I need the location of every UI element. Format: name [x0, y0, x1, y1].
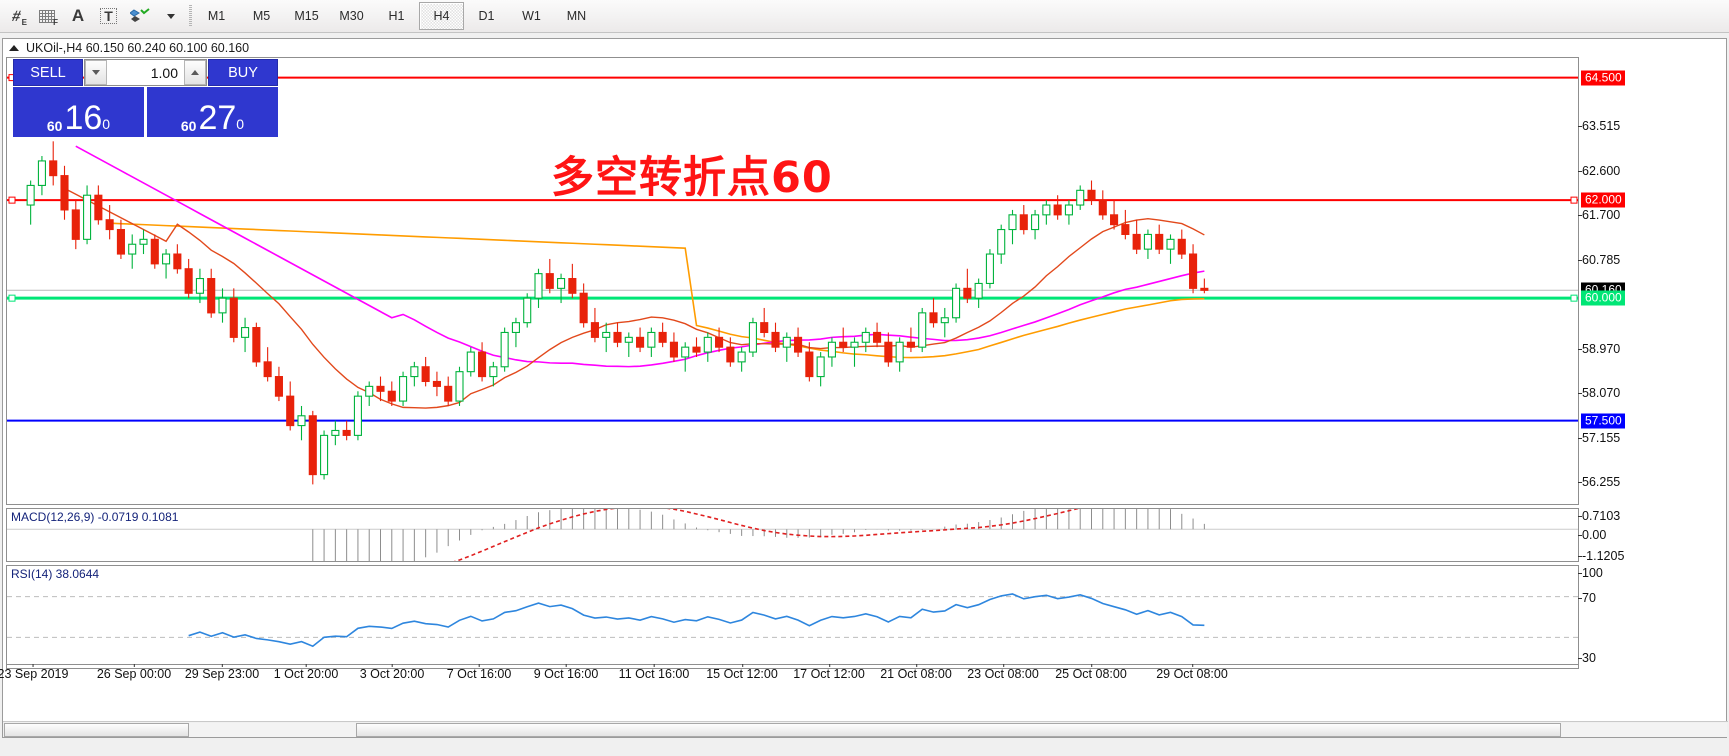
buy-button[interactable]: BUY	[208, 59, 278, 86]
timeframe-mn[interactable]: MN	[566, 9, 587, 23]
rsi-chart-svg	[7, 593, 1578, 648]
macd-tick-1: 0.00	[1577, 528, 1607, 542]
text-label-icon[interactable]: A	[71, 6, 84, 25]
time-tick-12: 25 Oct 08:00	[1055, 664, 1127, 681]
sell-button[interactable]: SELL	[13, 59, 83, 86]
price-tick-60-785: 60.785	[1577, 252, 1621, 267]
expert-advisors-icon[interactable]: # E	[10, 7, 27, 28]
objects-dropdown-icon[interactable]	[155, 2, 186, 30]
macd-tick-2: -1.1205	[1577, 549, 1625, 563]
main-toolbar: # E F A T M1 M5 M15 M30 H1 H4 D1 W1 MN	[0, 0, 1729, 33]
timeframe-h4[interactable]: H4	[419, 2, 464, 30]
timeframe-w1[interactable]: W1	[522, 9, 541, 23]
scrollbar-thumb-left[interactable]	[4, 722, 189, 737]
time-tick-9: 17 Oct 12:00	[793, 664, 865, 681]
price-level-label-57-500[interactable]: 57.500	[1581, 413, 1625, 429]
volume-increase-button[interactable]	[184, 60, 206, 85]
one-click-trading-panel[interactable]: SELL 1.00 BUY 60 16 0 60 27 0	[13, 59, 278, 137]
price-tick-62-600: 62.600	[1577, 163, 1621, 178]
price-tick-61-700: 61.700	[1577, 207, 1621, 222]
time-tick-3: 1 Oct 20:00	[273, 664, 339, 681]
time-tick-8: 15 Oct 12:00	[706, 664, 778, 681]
rsi-pane[interactable]: RSI(14) 38.0644	[6, 565, 1579, 669]
timeframe-m5[interactable]: M5	[252, 9, 271, 23]
time-tick-0: 23 Sep 2019	[0, 664, 68, 681]
chevron-down-icon	[92, 70, 100, 75]
chart-window: UKOil-,H4 60.150 60.240 60.100 60.160 MA…	[0, 38, 1728, 738]
time-tick-11: 23 Oct 08:00	[967, 664, 1039, 681]
buy-quote-main: 27	[198, 99, 237, 137]
buy-quote-fraction: 0	[236, 116, 245, 132]
time-tick-13: 29 Oct 08:00	[1156, 664, 1228, 681]
macd-label: MACD(12,26,9) -0.0719 0.1081	[11, 510, 179, 524]
toolbar-separator	[186, 4, 194, 28]
sell-quote-fraction: 0	[102, 116, 111, 132]
sell-quote[interactable]: 60 16 0	[13, 87, 144, 137]
price-level-label-62-000[interactable]: 62.000	[1581, 192, 1625, 208]
rsi-tick-2: 30	[1578, 651, 1596, 665]
macd-chart-svg	[7, 509, 1578, 561]
volume-decrease-button[interactable]	[85, 60, 107, 85]
symbol-ohlc-line: UKOil-,H4 60.150 60.240 60.100 60.160	[3, 39, 1726, 56]
price-tick-58-970: 58.970	[1577, 341, 1621, 356]
price-chart-svg	[7, 74, 1578, 485]
buy-quote[interactable]: 60 27 0	[147, 87, 278, 137]
scrollbar-track[interactable]	[4, 722, 1727, 737]
macd-pane[interactable]: MACD(12,26,9) -0.0719 0.1081	[6, 508, 1579, 562]
plot-area: MACD(12,26,9) -0.0719 0.1081 RSI(14) 38.…	[0, 57, 1726, 701]
price-tick-58-070: 58.070	[1577, 385, 1621, 400]
symbol-ohlc-text: UKOil-,H4 60.150 60.240 60.100 60.160	[26, 40, 250, 55]
timeframe-m1[interactable]: M1	[207, 9, 226, 23]
price-tick-56-255: 56.255	[1577, 474, 1621, 489]
scrollbar-thumb[interactable]	[356, 722, 1561, 737]
timeframe-m15[interactable]: M15	[294, 9, 319, 23]
indicators-grid-icon[interactable]: F	[31, 2, 62, 30]
rsi-tick-1: 70	[1578, 591, 1596, 605]
text-object-icon[interactable]: T	[93, 2, 124, 30]
time-tick-5: 7 Oct 16:00	[446, 664, 512, 681]
price-scale[interactable]: 64.50063.51562.60062.00061.70060.78560.1…	[1577, 57, 1726, 665]
timeframe-m30[interactable]: M30	[339, 9, 364, 23]
chevron-up-icon	[191, 70, 199, 75]
sell-quote-main: 16	[64, 99, 103, 137]
time-tick-1: 26 Sep 00:00	[96, 664, 172, 681]
horizontal-scrollbar[interactable]	[3, 721, 1728, 737]
chart-collapse-icon[interactable]	[9, 44, 19, 51]
time-tick-4: 3 Oct 20:00	[359, 664, 425, 681]
price-level-label-60-000[interactable]: 60.000	[1581, 290, 1625, 306]
sell-quote-prefix: 60	[46, 118, 63, 134]
rsi-label: RSI(14) 38.0644	[11, 567, 100, 581]
quote-row: 60 16 0 60 27 0	[13, 87, 278, 137]
price-level-label-64-500[interactable]: 64.500	[1581, 70, 1625, 86]
timeframe-d1[interactable]: D1	[478, 9, 495, 23]
buy-quote-prefix: 60	[180, 118, 197, 134]
volume-input[interactable]: 1.00	[150, 64, 178, 81]
time-axis[interactable]: 23 Sep 2019 26 Sep 00:00 29 Sep 23:00 1 Oct…	[0, 664, 1579, 683]
rsi-tick-0: 100	[1578, 566, 1603, 580]
macd-tick-0: 0.7103	[1577, 509, 1621, 523]
timeframe-h1[interactable]: H1	[388, 9, 405, 23]
trade-controls-row: SELL 1.00 BUY	[13, 59, 278, 86]
price-tick-63-515: 63.515	[1577, 118, 1621, 133]
time-tick-2: 29 Sep 23:00	[184, 664, 260, 681]
time-tick-10: 21 Oct 08:00	[880, 664, 952, 681]
time-tick-6: 9 Oct 16:00	[533, 664, 599, 681]
price-tick-57-155: 57.155	[1577, 430, 1621, 445]
volume-stepper[interactable]: 1.00	[84, 59, 207, 86]
objects-icon[interactable]	[124, 2, 155, 30]
chart-annotation-text[interactable]: 多空转折点60	[551, 153, 833, 203]
time-tick-7: 11 Oct 16:00	[618, 664, 690, 681]
